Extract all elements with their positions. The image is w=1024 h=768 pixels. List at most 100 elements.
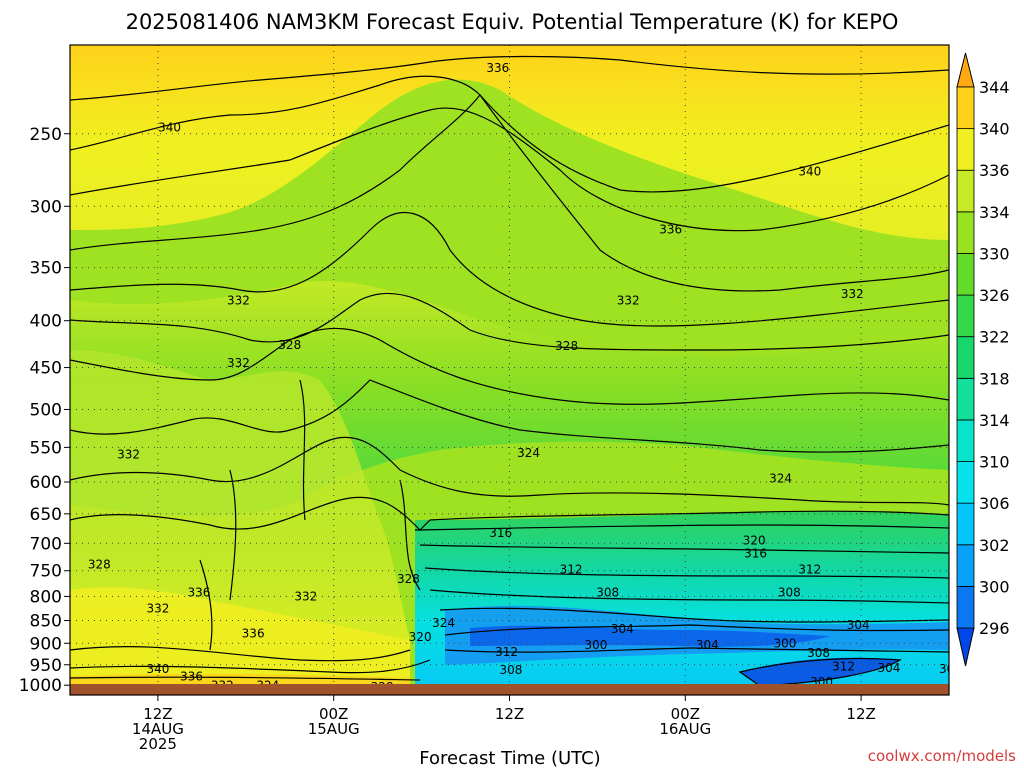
y-tick-label: 950 bbox=[30, 656, 62, 676]
contour-line bbox=[424, 567, 949, 579]
y-tick-label: 450 bbox=[30, 359, 62, 379]
colorbar-swatch bbox=[956, 294, 975, 338]
contour-value-label: 328 bbox=[278, 338, 301, 352]
x-axis-title: Forecast Time (UTC) bbox=[419, 748, 600, 768]
contour-value-label: 320 bbox=[743, 533, 766, 547]
contour-line bbox=[419, 544, 949, 554]
contour-value-label: 332 bbox=[227, 356, 250, 370]
y-tick-label: 750 bbox=[30, 562, 62, 582]
warm-surface-layer bbox=[70, 587, 410, 695]
contour-line bbox=[70, 327, 949, 405]
contour-line bbox=[70, 676, 421, 681]
contour-value-label: 332 bbox=[617, 293, 640, 307]
contour-value-label: 304 bbox=[847, 618, 870, 632]
contour-value-label: 328 bbox=[88, 557, 111, 571]
y-tick-label: 600 bbox=[30, 473, 62, 493]
colorbar-tick-label: 344 bbox=[979, 78, 1010, 97]
colorbar-swatch bbox=[956, 544, 975, 587]
x-tick-label: 00Z bbox=[671, 705, 700, 723]
dry-core bbox=[470, 625, 830, 647]
y-tick-label: 550 bbox=[30, 438, 62, 458]
contour-line bbox=[70, 94, 949, 292]
contour-line bbox=[70, 107, 949, 232]
contour-line bbox=[299, 379, 306, 521]
contour-value-label: 312 bbox=[560, 563, 583, 577]
x-tick-label: 12Z bbox=[143, 705, 172, 723]
contour-value-label: 312 bbox=[832, 659, 855, 673]
contour-value-label: 308 bbox=[778, 585, 801, 599]
contour-value-label: 308 bbox=[939, 662, 962, 676]
contour-line bbox=[429, 589, 949, 604]
contour-value-label: 316 bbox=[489, 526, 512, 540]
contour-value-label: 336 bbox=[242, 626, 265, 640]
contour-value-label: 332 bbox=[294, 589, 317, 603]
contour-line bbox=[70, 55, 949, 101]
contour-value-label: 336 bbox=[180, 669, 203, 683]
x-tick-label: 12Z bbox=[495, 705, 524, 723]
colorbar-swatch bbox=[956, 169, 975, 213]
contour-line bbox=[70, 436, 949, 506]
colorbar-tick-label: 326 bbox=[979, 286, 1010, 305]
colorbar-swatch bbox=[956, 502, 975, 546]
y-tick-label: 850 bbox=[30, 612, 62, 632]
y-tick-label: 250 bbox=[30, 125, 62, 145]
contour-value-label: 332 bbox=[227, 293, 250, 307]
colorbar-swatch bbox=[956, 336, 975, 379]
y-tick-label: 700 bbox=[30, 534, 62, 554]
colorbar-tick-label: 334 bbox=[979, 203, 1010, 222]
x-tick-label: 16AUG bbox=[659, 720, 711, 738]
contour-line bbox=[70, 659, 431, 674]
colorbar-tick-label: 296 bbox=[979, 619, 1010, 638]
colorbar-tick-label: 302 bbox=[979, 536, 1010, 555]
chart-title: 2025081406 NAM3KM Forecast Equiv. Potent… bbox=[126, 10, 899, 34]
contour-value-label: 336 bbox=[659, 222, 682, 236]
colorbar-swatch bbox=[956, 585, 975, 629]
colorbar-swatch bbox=[956, 377, 975, 421]
y-tick-label: 400 bbox=[30, 312, 62, 332]
x-tick-label: 00Z bbox=[319, 705, 348, 723]
colorbar-tick-label: 330 bbox=[979, 244, 1010, 263]
contour-value-label: 328 bbox=[397, 572, 420, 586]
ground-surface bbox=[70, 684, 949, 695]
contour-value-label: 332 bbox=[146, 602, 169, 616]
contour-line bbox=[444, 647, 949, 653]
colorbar: 296 300 302 306 310 314 318 322 326 330 334 336 340 3… bbox=[956, 52, 1010, 667]
contour-line bbox=[70, 379, 949, 453]
contour-line bbox=[70, 646, 411, 662]
colorbar-tick-label: 322 bbox=[979, 328, 1010, 347]
contour-value-label: 304 bbox=[877, 661, 900, 675]
contour-value-label: 312 bbox=[495, 645, 518, 659]
y-tick-label: 500 bbox=[30, 400, 62, 420]
contour-line bbox=[199, 559, 213, 651]
y-tick-label: 900 bbox=[30, 634, 62, 654]
contour-value-label: 340 bbox=[158, 120, 181, 134]
x-tick-label: 15AUG bbox=[308, 720, 360, 738]
contour-value-label: 332 bbox=[117, 448, 140, 462]
x-tick-label: 14AUG bbox=[132, 720, 184, 738]
colorbar-swatch bbox=[956, 211, 975, 254]
contour-line bbox=[70, 292, 949, 351]
contour-value-label: 308 bbox=[500, 663, 523, 677]
contour-line bbox=[444, 624, 949, 636]
x-tick-label: 12Z bbox=[846, 705, 875, 723]
contour-value-label: 300 bbox=[584, 638, 607, 652]
colorbar-tick-label: 314 bbox=[979, 411, 1010, 430]
contour-line bbox=[738, 657, 902, 687]
colorbar-tick-label: 306 bbox=[979, 494, 1010, 513]
colorbar-swatch bbox=[956, 419, 975, 462]
colorbar-tick-label: 310 bbox=[979, 453, 1010, 472]
contour-line bbox=[70, 75, 949, 193]
contour-value-label: 324 bbox=[432, 616, 455, 630]
y-tick-label: 800 bbox=[30, 587, 62, 607]
contour-value-label: 308 bbox=[596, 585, 619, 599]
contour-value-label: 324 bbox=[769, 472, 792, 486]
colorbar-swatch bbox=[956, 128, 975, 171]
colorbar-tick-label: 336 bbox=[979, 161, 1010, 180]
y-tick-label: 650 bbox=[30, 505, 62, 525]
credit-label: coolwx.com/models bbox=[868, 747, 1016, 765]
colorbar-tick-label: 318 bbox=[979, 369, 1010, 388]
